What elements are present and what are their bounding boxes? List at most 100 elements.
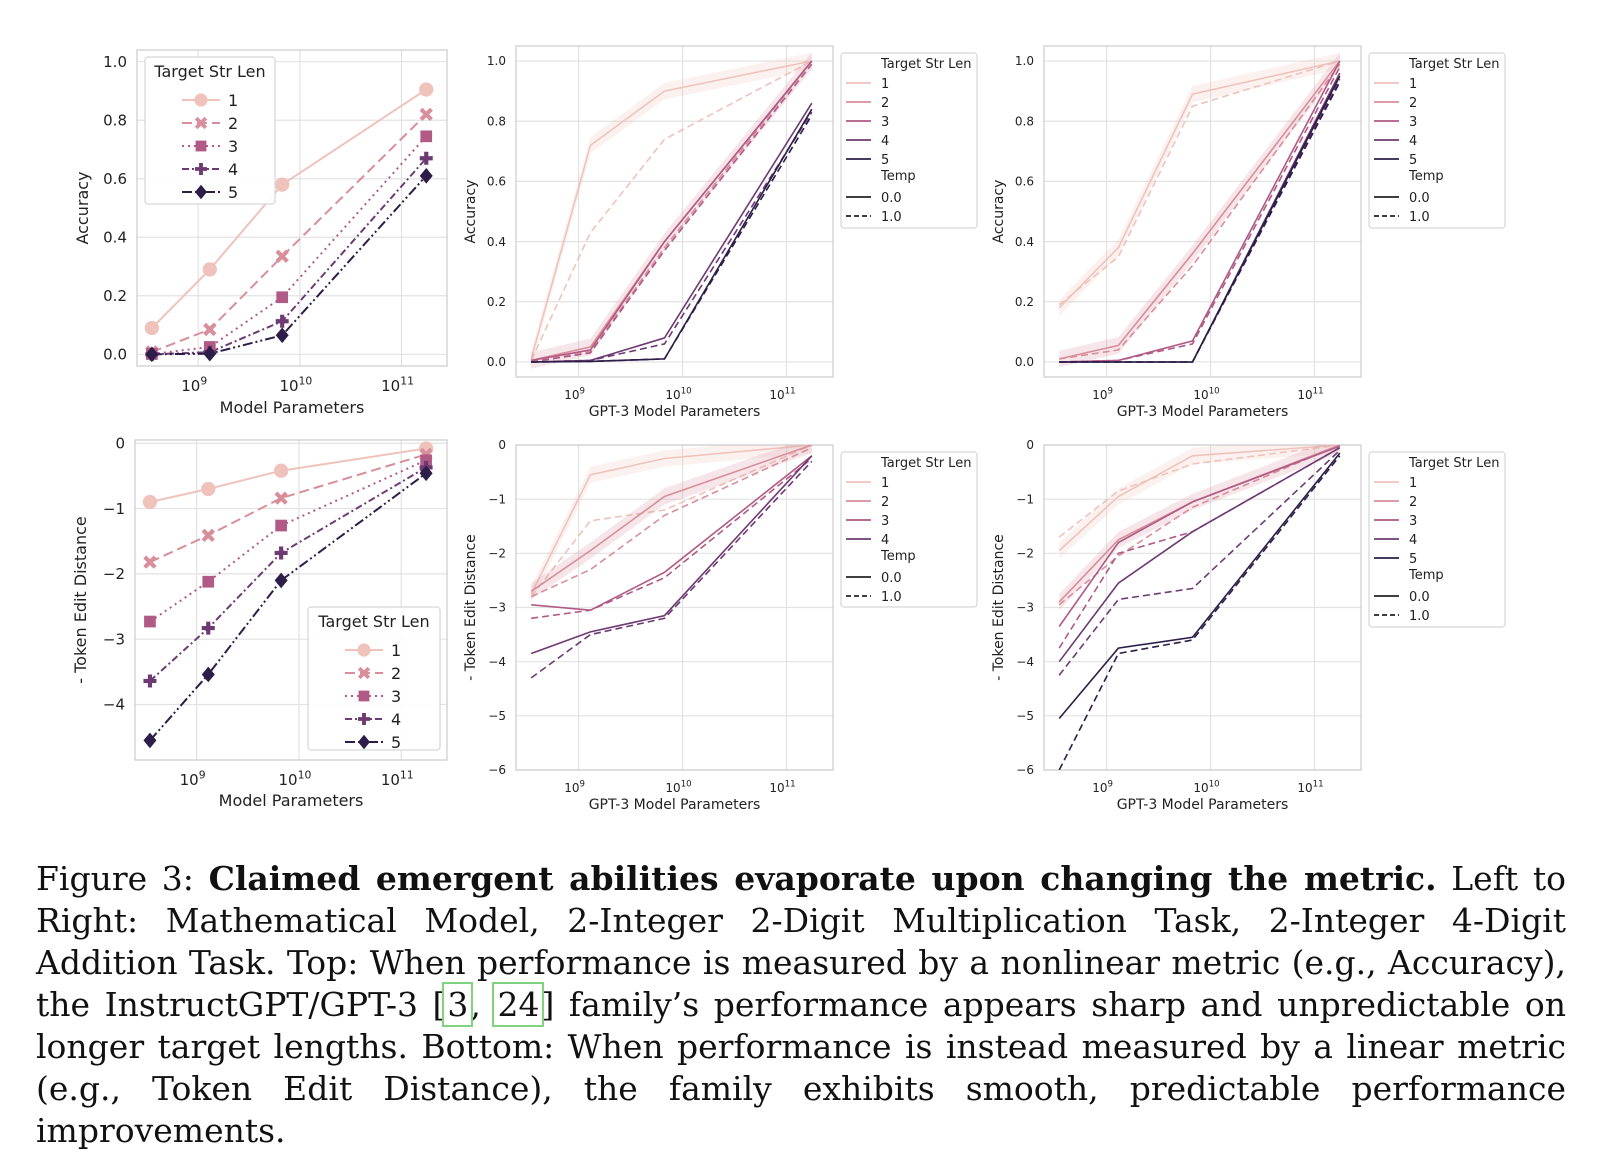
y-tick-label: 0.6 [487, 175, 506, 189]
series-line-len-2-temp-1.0 [530, 446, 813, 598]
data-point [275, 314, 289, 328]
x-tick-label: 1011 [1297, 387, 1323, 402]
data-point [275, 177, 290, 192]
y-tick-label: −6 [488, 763, 506, 777]
x-tick-label: 109 [1092, 780, 1113, 795]
data-point [419, 82, 434, 97]
y-tick-label: 0.8 [487, 114, 506, 128]
series-line-len-4-temp-1.0 [530, 460, 813, 679]
legend-label: 4 [228, 160, 238, 179]
series-line-len-1-temp-1.0 [530, 445, 813, 598]
chart-add-ted: 109 1010 1011 0 −1 −2 −3 −4 −5 −6 GPT-3 Model Para… [991, 438, 1506, 813]
legend: Target Str Len 1 2 3 4 5 [144, 56, 276, 205]
data-point [274, 572, 288, 589]
data-point [201, 481, 216, 497]
series-line-len-3-temp-1.0 [1058, 447, 1341, 649]
legend-label: 3 [228, 137, 238, 156]
legend-marker [195, 140, 207, 152]
series-line-len-1-temp-0.0 [1058, 445, 1340, 552]
y-tick-label: −3 [103, 630, 125, 648]
legend-label: 2 [881, 495, 889, 510]
legend-marker [358, 713, 370, 725]
chart-mult-ted: 109 1010 1011 0 −1 −2 −3 −4 −5 −6 GPT-3 Model Para… [463, 438, 978, 813]
y-tick-label: 0.2 [487, 295, 506, 309]
legend-label: 2 [228, 114, 238, 133]
legend-marker [194, 93, 208, 107]
legend-title: Target Str Len [1408, 57, 1499, 72]
plot-frame [136, 49, 448, 367]
x-axis-label: Model Parameters [219, 791, 364, 810]
series-line-len-1-temp-0.0 [530, 445, 812, 595]
legend-title: Target Str Len [880, 57, 971, 72]
citation-link-24[interactable]: 24 [492, 982, 545, 1027]
legend-title: Temp [1408, 169, 1444, 184]
y-tick-label: 0.4 [1015, 235, 1034, 249]
legend-title: Target Str Len [153, 62, 265, 81]
data-point [420, 130, 433, 143]
data-point [145, 346, 159, 363]
data-point [419, 107, 433, 122]
series-line-len-5-temp-0.0 [531, 108, 813, 363]
data-point [420, 454, 432, 467]
caption-sep: , [470, 985, 496, 1024]
legend-label: 3 [881, 115, 889, 130]
x-tick-label: 109 [564, 387, 585, 402]
series-line-len-2-temp-1.0 [1059, 63, 1341, 360]
y-axis-label: Accuracy [991, 180, 1007, 244]
y-tick-label: −5 [488, 709, 506, 723]
legend-label: 4 [881, 533, 889, 548]
data-point [275, 249, 289, 263]
caption-text-1: Left to Right: Mathematical Model, 2-Int… [36, 859, 1566, 1024]
x-tick-label: 1010 [1193, 780, 1219, 795]
legend-label: 3 [1409, 115, 1417, 130]
legend-title: Temp [880, 549, 916, 564]
legend-label: 2 [881, 96, 889, 111]
legend-label: 2 [391, 664, 401, 683]
data-point [144, 615, 156, 628]
series-line-len-2 [151, 113, 427, 353]
legend-label: 0.0 [881, 191, 902, 206]
legend-label: 5 [228, 183, 238, 202]
series-line-len-4-temp-0.0 [1058, 447, 1341, 663]
legend: Target Str Len 1 2 3 4 5 [307, 606, 441, 752]
y-axis-label: - Token Edit Distance [991, 534, 1007, 681]
legend-label: 1 [1409, 476, 1417, 491]
series-line-len-5 [149, 472, 427, 742]
legend-label: 5 [391, 733, 401, 752]
figure-3: 109 1010 1011 0.0 0.2 0.4 0.6 0.8 1.0 Model Param… [71, 45, 1506, 813]
x-tick-label: 109 [564, 780, 585, 795]
x-tick-label: 1010 [279, 374, 312, 395]
y-tick-label: 0.4 [487, 235, 506, 249]
series-line-len-3-temp-0.0 [1059, 60, 1341, 363]
data-point [203, 345, 217, 362]
data-point [142, 494, 158, 510]
series-line-len-1 [151, 88, 427, 329]
y-tick-label: −2 [1016, 547, 1034, 561]
series-line-len-4-temp-1.0 [1058, 449, 1341, 676]
legend-label: 4 [391, 710, 401, 729]
plot-frame [134, 439, 448, 761]
legend-label: 1.0 [1409, 210, 1430, 225]
series-line-len-3 [149, 459, 427, 623]
y-tick-label: 0.8 [1015, 114, 1034, 128]
legend-marker [357, 643, 371, 657]
figure-caption: Figure 3: Claimed emergent abilities eva… [36, 858, 1566, 1152]
legend-label: 1 [1409, 77, 1417, 92]
y-tick-label: −2 [103, 565, 125, 583]
data-point [276, 291, 289, 304]
data-point [275, 519, 287, 532]
series-line-len-1-temp-0.0 [530, 60, 812, 360]
series-line-len-2-temp-0.0 [530, 445, 813, 592]
y-tick-label: −1 [103, 500, 125, 518]
x-tick-label: 1011 [381, 768, 414, 789]
data-point [143, 732, 157, 749]
y-tick-label: −3 [488, 601, 506, 615]
legend-marker [195, 163, 207, 175]
legend-title: Target Str Len [317, 612, 429, 631]
legend-marker [194, 116, 208, 130]
x-tick-label: 1010 [665, 387, 691, 402]
citation-link-3[interactable]: 3 [442, 982, 474, 1027]
legend-label: 3 [1409, 514, 1417, 529]
legend-label: 4 [881, 134, 889, 149]
